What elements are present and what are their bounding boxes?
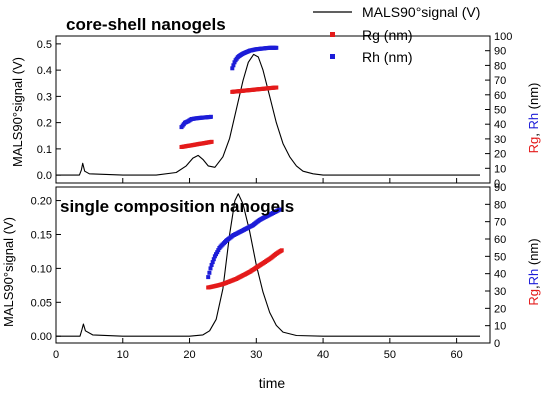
legend-label-signal: MALS90°signal (V)	[362, 4, 480, 20]
rh-point	[207, 270, 212, 275]
y-tick-label: 0.05	[31, 297, 52, 309]
panel-title-single-composition: single composition nanogels	[60, 197, 294, 216]
y2-axis-label-top: Rg, Rh (nm)	[526, 83, 541, 154]
rg-point	[274, 85, 279, 90]
y2-tick-label: 40	[494, 119, 506, 131]
y2-tick-label: 20	[494, 149, 506, 161]
plot-frame-bottom	[55, 186, 491, 344]
rh-point	[208, 114, 213, 119]
signal-line	[56, 53, 480, 176]
panel-title-core-shell: core-shell nanogels	[66, 15, 226, 34]
y2-axis-label-bottom: Rg,Rh (nm)	[526, 238, 541, 305]
y-tick-label: 0.0	[37, 170, 52, 182]
x-tick-label: 40	[317, 349, 329, 361]
y2-tick-label: 50	[494, 105, 506, 117]
y2-tick-label: 90	[494, 182, 506, 194]
y-axis-label-top: MALS90°signal (V)	[10, 57, 25, 167]
legend: MALS90°signal (V) Rg (nm) Rh (nm)	[313, 4, 480, 65]
y2-tick-label: 20	[494, 303, 506, 315]
x-tick-label: 50	[384, 349, 396, 361]
y2-tick-label: 100	[494, 31, 512, 43]
x-axis-label: time	[259, 375, 286, 391]
panel-core-shell: 0.0 0.1 0.2 0.3 0.4 0.5 0 10 20 30 40 50 60 70 80 90 10…	[10, 15, 541, 190]
y2-tick-label: 60	[494, 90, 506, 102]
rh-point	[231, 63, 236, 68]
y2-label-unit: (nm)	[526, 83, 541, 113]
y2-tick-label: 0	[494, 178, 500, 190]
y2-tick-label: 30	[494, 134, 506, 146]
rh-point	[232, 60, 237, 65]
legend-marker-rh	[330, 54, 335, 59]
rh-point	[277, 207, 282, 212]
rg-point	[279, 248, 284, 253]
legend-label-rh: Rh (nm)	[362, 49, 413, 65]
y2-tick-label: 10	[494, 321, 506, 333]
y2-label-unit-2: (nm)	[526, 238, 541, 268]
rh-point	[212, 254, 217, 259]
x-tick-label: 30	[250, 349, 262, 361]
y-axis-label-bottom: MALS90°signal (V)	[1, 217, 16, 327]
y2-tick-label: 50	[494, 251, 506, 263]
y2-tick-label: 30	[494, 286, 506, 298]
y2-label-comma-2: ,	[526, 285, 541, 289]
x-tick-label: 0	[53, 349, 59, 361]
y2-tick-label: 80	[494, 60, 506, 72]
rh-point	[210, 260, 215, 265]
rh-point	[206, 275, 211, 280]
y2-label-comma: ,	[526, 130, 541, 137]
rh-point	[211, 257, 216, 262]
y-tick-label: 0.00	[31, 331, 52, 343]
y-tick-label: 0.10	[31, 263, 52, 275]
rh-point	[216, 248, 221, 253]
x-tick-label: 60	[450, 349, 462, 361]
y-tick-label: 0.5	[37, 39, 52, 51]
y-tick-label: 0.2	[37, 118, 52, 130]
y2-label-rh-2: Rh	[526, 269, 541, 286]
rh-point	[274, 45, 279, 50]
y2-tick-label: 40	[494, 269, 506, 281]
y2-tick-label: 10	[494, 163, 506, 175]
legend-marker-rg	[330, 32, 335, 37]
rg-point	[209, 139, 214, 144]
y-tick-label: 0.1	[37, 144, 52, 156]
x-tick-label: 10	[117, 349, 129, 361]
y2-label-rh: Rh	[526, 113, 541, 130]
rh-point	[214, 252, 218, 257]
y2-tick-label: 60	[494, 234, 506, 246]
panel-single-composition: 0.00 0.05 0.10 0.15 0.20 0 10 20 30 40 50 60 70 80 90…	[1, 182, 541, 361]
signal-line	[56, 193, 480, 337]
legend-label-rg: Rg (nm)	[362, 27, 413, 43]
y2-tick-label: 70	[494, 75, 506, 87]
rh-point	[209, 263, 214, 267]
y2-tick-label: 80	[494, 199, 506, 211]
y2-tick-label: 70	[494, 217, 506, 229]
y2-label-rg: Rg	[526, 137, 541, 154]
y2-tick-label: 0	[494, 338, 500, 350]
y-tick-label: 0.3	[37, 91, 52, 103]
rh-point	[230, 66, 235, 71]
y-tick-label: 0.15	[31, 229, 52, 241]
y2-label-rg-2: Rg	[526, 289, 541, 306]
y-tick-label: 0.4	[37, 65, 52, 77]
rh-point	[215, 250, 220, 255]
rh-point	[208, 266, 213, 271]
y2-tick-label: 90	[494, 46, 506, 58]
y-tick-label: 0.20	[31, 196, 52, 208]
x-tick-label: 20	[183, 349, 195, 361]
